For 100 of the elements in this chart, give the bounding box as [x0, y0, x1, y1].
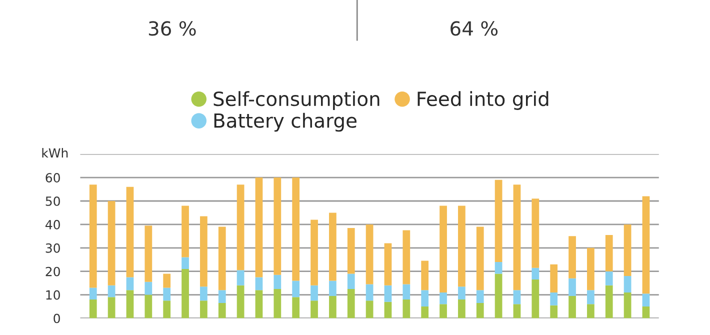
y-axis-title: kWh — [42, 148, 68, 158]
bar — [182, 257, 189, 270]
bar — [402, 230, 410, 284]
bar — [292, 280, 300, 298]
bar — [605, 271, 613, 286]
bar — [494, 262, 502, 274]
bar — [421, 260, 429, 290]
bar — [329, 212, 336, 281]
bar — [347, 274, 355, 289]
bar — [182, 206, 189, 258]
bar — [366, 300, 374, 318]
bar — [255, 178, 263, 278]
bar — [255, 277, 263, 290]
legend-label: Feed into grid — [418, 91, 548, 110]
y-tick-label: 40 — [45, 220, 60, 230]
bar — [513, 304, 521, 318]
bar — [236, 285, 244, 318]
bar — [108, 201, 116, 286]
bar — [310, 300, 318, 318]
bar — [144, 294, 152, 318]
bar — [182, 269, 189, 318]
bar — [292, 178, 300, 281]
legend-label: Self-consumption — [214, 91, 380, 110]
bar — [476, 303, 484, 318]
bar — [126, 290, 134, 318]
bar — [218, 303, 226, 318]
bar — [144, 282, 152, 295]
bar — [568, 296, 576, 318]
bar — [218, 226, 226, 290]
bar — [310, 220, 318, 286]
bar — [642, 294, 650, 307]
text: 36 % — [148, 21, 196, 36]
bar — [476, 226, 484, 290]
bar — [587, 248, 594, 290]
y-tick-label: 10 — [46, 290, 60, 300]
y-tick-label: 30 — [46, 243, 60, 253]
bar — [624, 224, 632, 276]
y-tick-label: 60 — [46, 173, 60, 182]
bar — [163, 300, 171, 318]
bar — [440, 292, 447, 304]
bar — [513, 184, 521, 290]
bar — [494, 180, 502, 262]
bar — [236, 270, 244, 286]
bar — [255, 290, 263, 318]
bar — [440, 206, 447, 292]
y-tick-label: 50 — [46, 196, 60, 206]
bar — [550, 264, 558, 292]
bar — [274, 274, 282, 289]
text: 64 % — [450, 21, 498, 36]
bar — [624, 292, 632, 318]
bar — [274, 178, 282, 275]
bar — [568, 278, 576, 296]
bar — [200, 286, 208, 301]
bar — [476, 290, 484, 304]
bar — [89, 184, 97, 288]
bar — [642, 306, 650, 318]
bar — [402, 284, 410, 300]
bar — [292, 297, 300, 318]
bar — [126, 186, 134, 278]
bar — [532, 280, 540, 318]
bar — [310, 285, 318, 301]
bar — [384, 285, 392, 302]
bar — [144, 226, 152, 282]
y-tick-label: 20 — [46, 266, 60, 276]
bar — [329, 280, 336, 296]
bar — [384, 243, 392, 286]
legend-label: Battery charge — [214, 112, 356, 132]
bar — [550, 305, 558, 318]
bar — [108, 285, 116, 298]
bar — [587, 290, 594, 304]
bar — [200, 216, 208, 287]
bar — [513, 290, 521, 304]
bar — [218, 290, 226, 304]
bar — [587, 304, 594, 318]
bar — [642, 196, 650, 294]
bar — [126, 277, 134, 290]
y-tick-label: 0 — [54, 314, 60, 324]
bar — [458, 286, 466, 300]
bar — [89, 299, 97, 318]
bar — [458, 299, 466, 318]
bar — [421, 306, 429, 318]
bar — [532, 198, 540, 268]
bar — [347, 288, 355, 318]
bar — [532, 268, 540, 280]
bar — [163, 274, 171, 288]
bar — [605, 285, 613, 318]
bar — [200, 300, 208, 318]
bar — [236, 184, 244, 270]
bar — [163, 288, 171, 301]
bar — [402, 299, 410, 318]
bar — [366, 284, 374, 301]
bar — [458, 206, 466, 287]
bar — [366, 224, 374, 284]
bar — [274, 288, 282, 318]
bar — [384, 302, 392, 318]
bar — [347, 228, 355, 274]
bar — [108, 297, 116, 318]
bar — [440, 304, 447, 318]
bar — [89, 288, 97, 300]
bar — [421, 290, 429, 307]
